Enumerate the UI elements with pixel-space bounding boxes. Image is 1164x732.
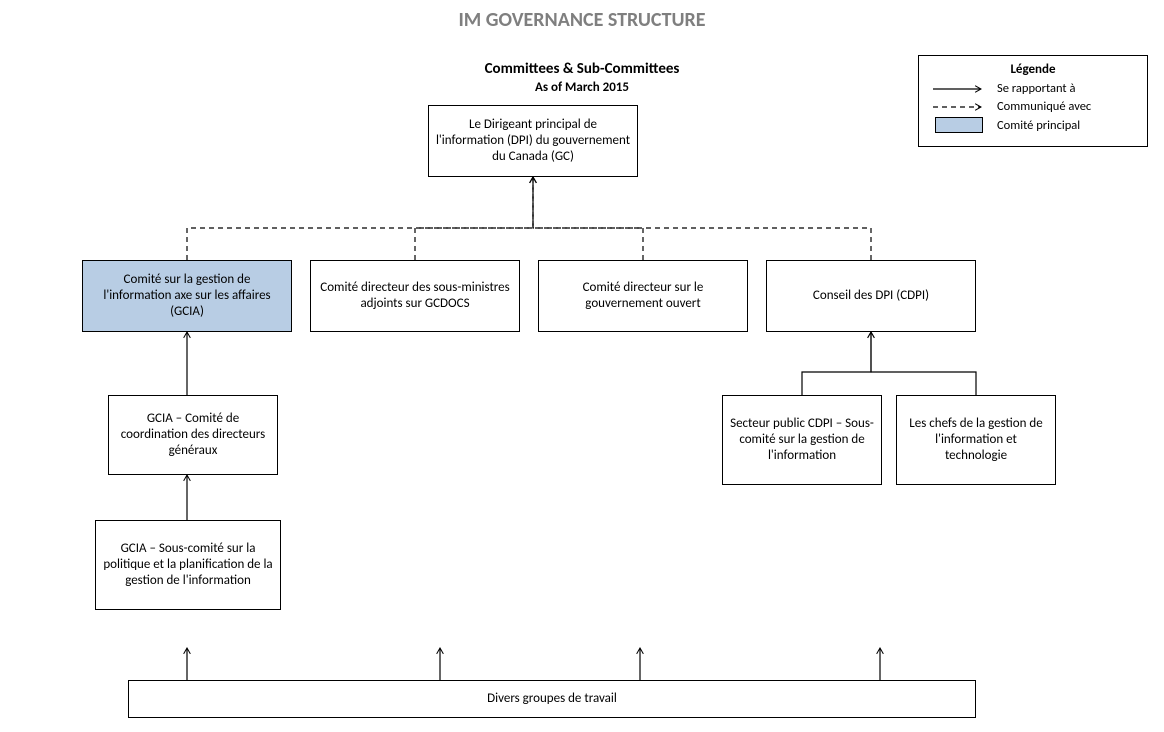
legend-row-solid: Se rapportant à — [929, 81, 1137, 96]
edge-chefs-cdpi — [871, 332, 976, 395]
node-gcia_dg: GCIA – Comité de coordination des direct… — [108, 395, 278, 475]
edge-cdpi-dpi — [533, 177, 871, 260]
node-cdpi: Conseil des DPI (CDPI) — [766, 260, 976, 332]
edge-ouvert-dpi — [533, 177, 643, 260]
swatch-icon — [929, 117, 989, 133]
edge-sp_cdpi-cdpi — [802, 332, 871, 395]
legend-label: Se rapportant à — [997, 81, 1075, 96]
node-ouvert: Comité directeur sur le gouvernement ouv… — [538, 260, 748, 332]
node-chefs: Les chefs de la gestion de l'information… — [896, 395, 1056, 485]
main-title: IM GOVERNANCE STRUCTURE — [0, 8, 1164, 32]
arrow-dashed-icon — [929, 101, 989, 113]
legend-label: Comité principal — [997, 118, 1080, 133]
legend-row-swatch: Comité principal — [929, 117, 1137, 133]
edge-gcdocs-dpi — [415, 177, 533, 260]
node-gcia: Comité sur la gestion de l'information a… — [82, 260, 292, 332]
legend-title: Légende — [929, 62, 1137, 77]
legend-box: Légende Se rapportant à Communiqué avec … — [918, 55, 1148, 147]
edge-gcia-dpi — [187, 177, 533, 260]
node-dpi: Le Dirigeant principal de l'information … — [428, 105, 638, 177]
legend-row-dashed: Communiqué avec — [929, 99, 1137, 114]
arrow-solid-icon — [929, 83, 989, 95]
node-gcdocs: Comité directeur des sous-ministres adjo… — [310, 260, 520, 332]
node-gcia_sc: GCIA – Sous-comité sur la politique et l… — [95, 520, 281, 610]
node-divers: Divers groupes de travail — [128, 680, 976, 718]
legend-label: Communiqué avec — [997, 99, 1091, 114]
node-sp_cdpi: Secteur public CDPI – Sous-comité sur la… — [722, 395, 882, 485]
